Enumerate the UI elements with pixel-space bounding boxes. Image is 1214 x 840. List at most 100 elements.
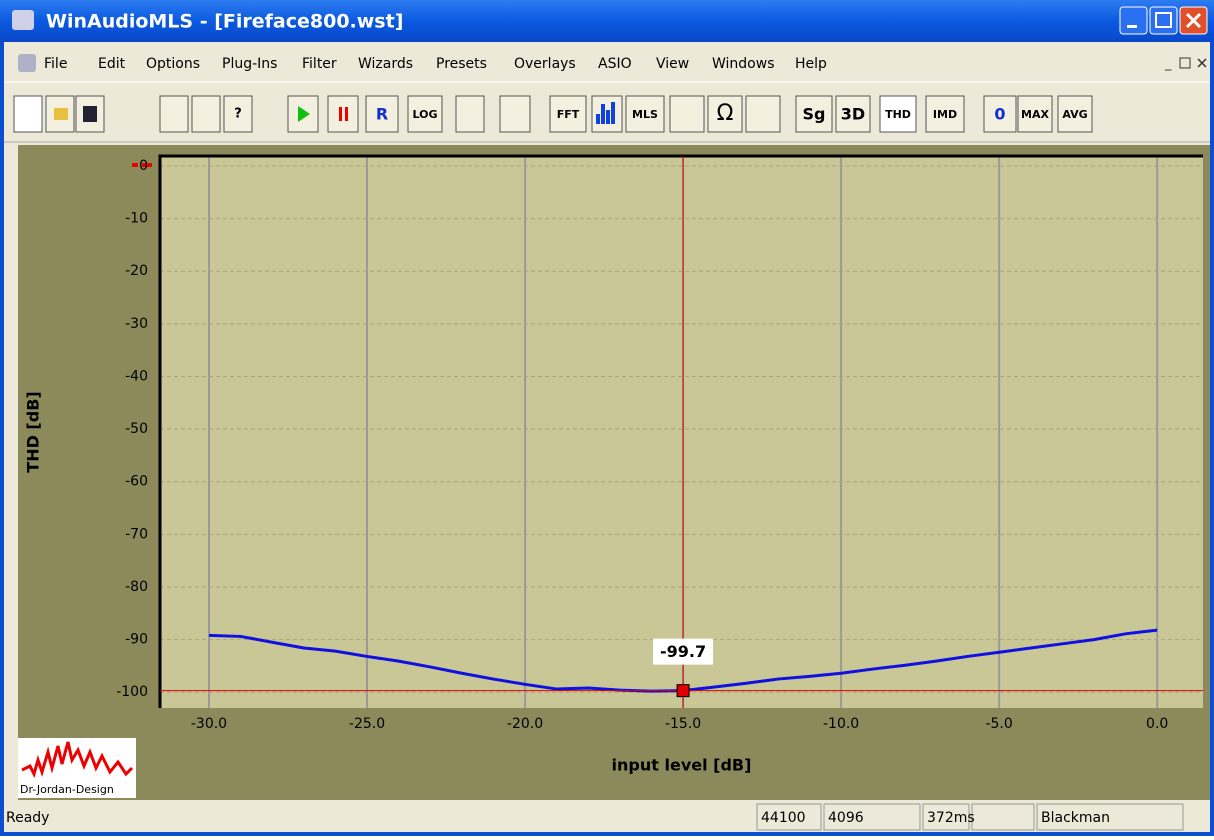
menu-item[interactable]: ASIO [598, 56, 632, 72]
y-tick-label: -30 [125, 316, 148, 332]
icon-help: ? [234, 107, 242, 122]
btn-ohm[interactable] [707, 95, 743, 133]
toolbar-label: 3D [841, 105, 865, 124]
btn-move[interactable] [499, 95, 531, 133]
status-panel-text: 372ms [927, 810, 975, 826]
status-panel-text: Blackman [1041, 810, 1110, 826]
doc-restore[interactable] [1179, 57, 1191, 69]
btn-yscale[interactable] [455, 95, 485, 133]
minimize[interactable] [1119, 6, 1148, 35]
logo [18, 738, 136, 798]
logo-text: Dr-Jordan-Design [20, 783, 114, 796]
status-panels: 44100 4096 372ms Blackman [756, 803, 1184, 831]
toolbar-button[interactable] [1057, 95, 1093, 133]
menu-item[interactable]: Plug-Ins [222, 56, 277, 72]
y-tick-label: -70 [125, 526, 148, 542]
toolbar-button[interactable] [549, 95, 587, 133]
btn-wave[interactable] [745, 95, 781, 133]
btn-print[interactable] [191, 95, 221, 133]
y-tick-label: -40 [125, 368, 148, 384]
icon-open [54, 108, 68, 120]
cursor-label-box [653, 638, 714, 665]
doc-close[interactable] [1197, 58, 1207, 68]
window-controls[interactable] [1119, 6, 1208, 35]
icon-pause [345, 107, 348, 121]
toolbar-button[interactable] [835, 95, 871, 133]
plot: 0 -10 -20 -30 -40 -50 -60 -70 -80 -90 -100 -30.0 -25… [24, 154, 1203, 775]
status-panel [1036, 803, 1184, 831]
plot-area [160, 156, 1203, 708]
menu-item[interactable]: Filter [302, 56, 337, 72]
menu-item[interactable]: Options [146, 56, 200, 72]
maximize-glyph [1155, 12, 1172, 28]
close-glyph [1185, 12, 1202, 29]
toolbar-button[interactable] [879, 95, 917, 133]
btn-copy[interactable] [159, 95, 189, 133]
y-tick-label: -60 [125, 474, 148, 490]
status-panel-text: 44100 [761, 810, 806, 826]
x-tick-label: -20.0 [507, 716, 543, 732]
y-axis-label: THD [dB] [24, 391, 43, 472]
toolbar-label: MAX [1021, 108, 1049, 121]
doc-controls[interactable]: _ [1164, 57, 1172, 72]
menu-bar: File Edit Options Plug-Ins Filter Wizards Pres… [44, 56, 827, 72]
menu-item[interactable]: Help [795, 56, 827, 72]
plot-border [158, 154, 1203, 708]
toolbar-label: Sg [803, 105, 826, 124]
icon-play [298, 106, 310, 122]
y-tick-label: -50 [125, 421, 148, 437]
toolbar-button[interactable] [983, 95, 1017, 133]
toolbar-label: LOG [413, 108, 438, 121]
toolbar-button[interactable] [925, 95, 965, 133]
y-tick-label: -10 [125, 211, 148, 227]
x-tick-label: -15.0 [665, 716, 701, 732]
toolbar-label: AVG [1062, 108, 1087, 121]
status-text: Ready [6, 810, 49, 826]
indicator [142, 163, 152, 167]
btn-phase[interactable] [669, 95, 705, 133]
menu-item[interactable]: Presets [436, 56, 487, 72]
btn-pause[interactable] [327, 95, 359, 133]
toolbar-button[interactable] [625, 95, 665, 133]
menu-item[interactable]: Edit [98, 56, 126, 72]
status-bar [4, 800, 1210, 832]
toolbar-button[interactable] [795, 95, 833, 133]
toolbar-label: FFT [557, 108, 580, 121]
menu-item[interactable]: Overlays [514, 56, 576, 72]
toolbar-label: R [376, 105, 388, 124]
toolbar-label: 0 [994, 105, 1005, 124]
window-title: WinAudioMLS - [Fireface800.wst] [46, 11, 403, 33]
icon-bars [596, 102, 615, 124]
cursor-marker [676, 684, 690, 698]
x-axis-label: input level [dB] [612, 756, 752, 775]
toolbar-label: MLS [632, 108, 658, 121]
btn-help[interactable] [223, 95, 253, 133]
menu-item[interactable]: File [44, 56, 67, 72]
toolbar-label: THD [885, 108, 911, 121]
toolbar-button[interactable] [407, 95, 443, 133]
y-tick-label: -90 [125, 632, 148, 648]
toolbar-button[interactable] [1017, 95, 1053, 133]
y-tick-label: -80 [125, 579, 148, 595]
app-icon [12, 10, 34, 30]
x-tick-label: 0.0 [1146, 716, 1168, 732]
x-tick-label: -30.0 [191, 716, 227, 732]
status-panel [823, 803, 921, 831]
doc-icon [18, 54, 36, 72]
icon-pause [339, 107, 342, 121]
maximize[interactable] [1149, 6, 1178, 35]
btn-new[interactable] [13, 95, 43, 133]
menu-item[interactable]: View [656, 56, 689, 72]
title-bar [0, 0, 1214, 42]
menu-item[interactable]: Windows [712, 56, 775, 72]
status-panel [756, 803, 822, 831]
y-tick-label: -100 [116, 684, 148, 700]
status-panel-text: 4096 [828, 810, 864, 826]
cursor-label: -99.7 [660, 642, 706, 661]
toolbar-button[interactable] [365, 95, 399, 133]
logo-graphic [21, 741, 134, 779]
minimize-glyph [1127, 25, 1137, 28]
icon-save [83, 106, 97, 122]
menu-item[interactable]: Wizards [358, 56, 413, 72]
